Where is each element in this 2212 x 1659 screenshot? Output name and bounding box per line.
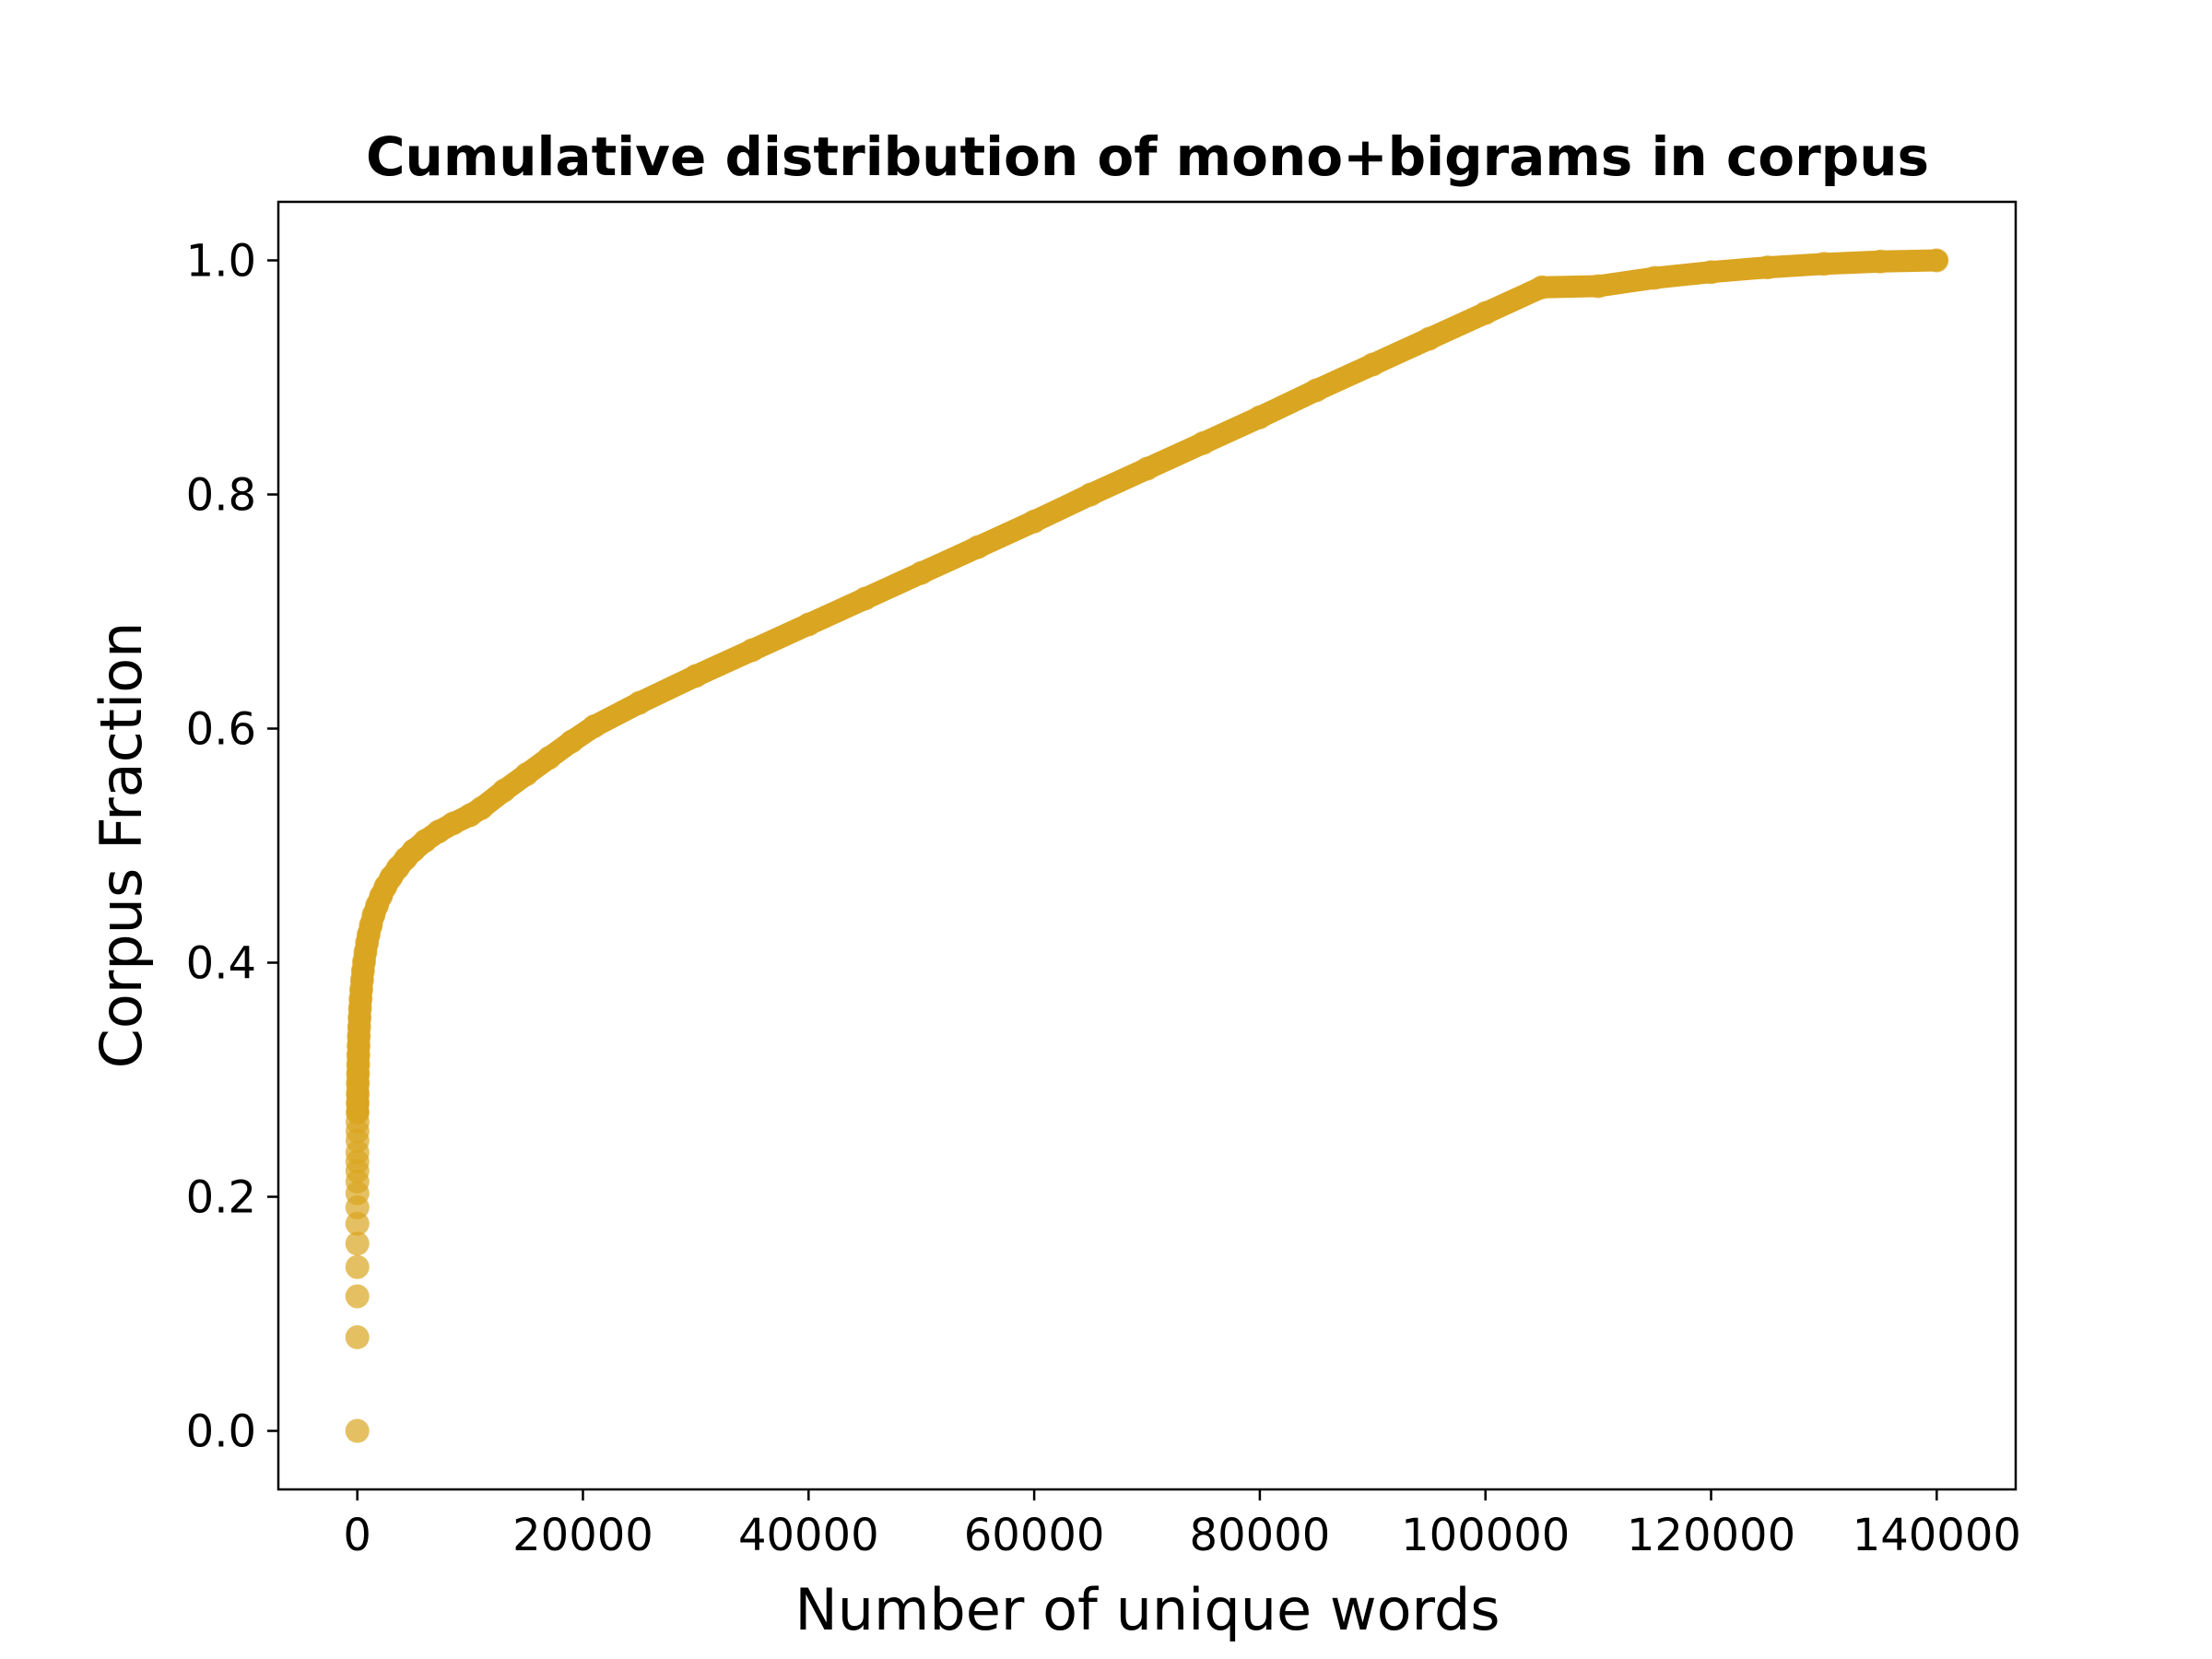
x-axis: 0 20000 40000 60000 80000 100000 120000 140000 xyxy=(343,1489,2021,1561)
data-points xyxy=(345,248,1949,1443)
y-tick-label: 0.8 xyxy=(186,470,256,522)
x-tick-label: 80000 xyxy=(1190,1510,1331,1561)
data-point xyxy=(345,1231,370,1256)
data-point xyxy=(345,1324,370,1349)
data-points-dense-band xyxy=(347,249,1948,1124)
x-axis-label: Number of unique words xyxy=(794,1576,1500,1643)
plot-frame xyxy=(276,200,2018,1491)
x-tick-label: 60000 xyxy=(964,1510,1105,1561)
x-tick-label: 100000 xyxy=(1401,1510,1570,1561)
x-tick-label: 0 xyxy=(343,1510,371,1561)
y-tick-label: 0.6 xyxy=(186,704,256,756)
x-tick-label: 140000 xyxy=(1853,1510,2021,1561)
x-tick-label: 40000 xyxy=(738,1510,879,1561)
y-axis: 0.0 0.2 0.4 0.6 0.8 1.0 xyxy=(186,236,278,1458)
y-axis-label: Corpus Fraction xyxy=(88,622,155,1069)
y-tick-label: 0.2 xyxy=(186,1172,256,1224)
x-tick-label: 20000 xyxy=(512,1510,653,1561)
y-tick-label: 0.4 xyxy=(186,938,256,990)
data-point xyxy=(345,1284,370,1309)
chart-title: Cumulative distribution of mono+bigrams … xyxy=(366,125,1929,188)
data-point xyxy=(345,1254,370,1279)
data-point xyxy=(345,1211,370,1236)
data-point xyxy=(345,1418,370,1443)
y-tick-label: 1.0 xyxy=(186,236,256,288)
y-tick-label: 0.0 xyxy=(186,1406,256,1458)
x-tick-label: 120000 xyxy=(1627,1510,1795,1561)
